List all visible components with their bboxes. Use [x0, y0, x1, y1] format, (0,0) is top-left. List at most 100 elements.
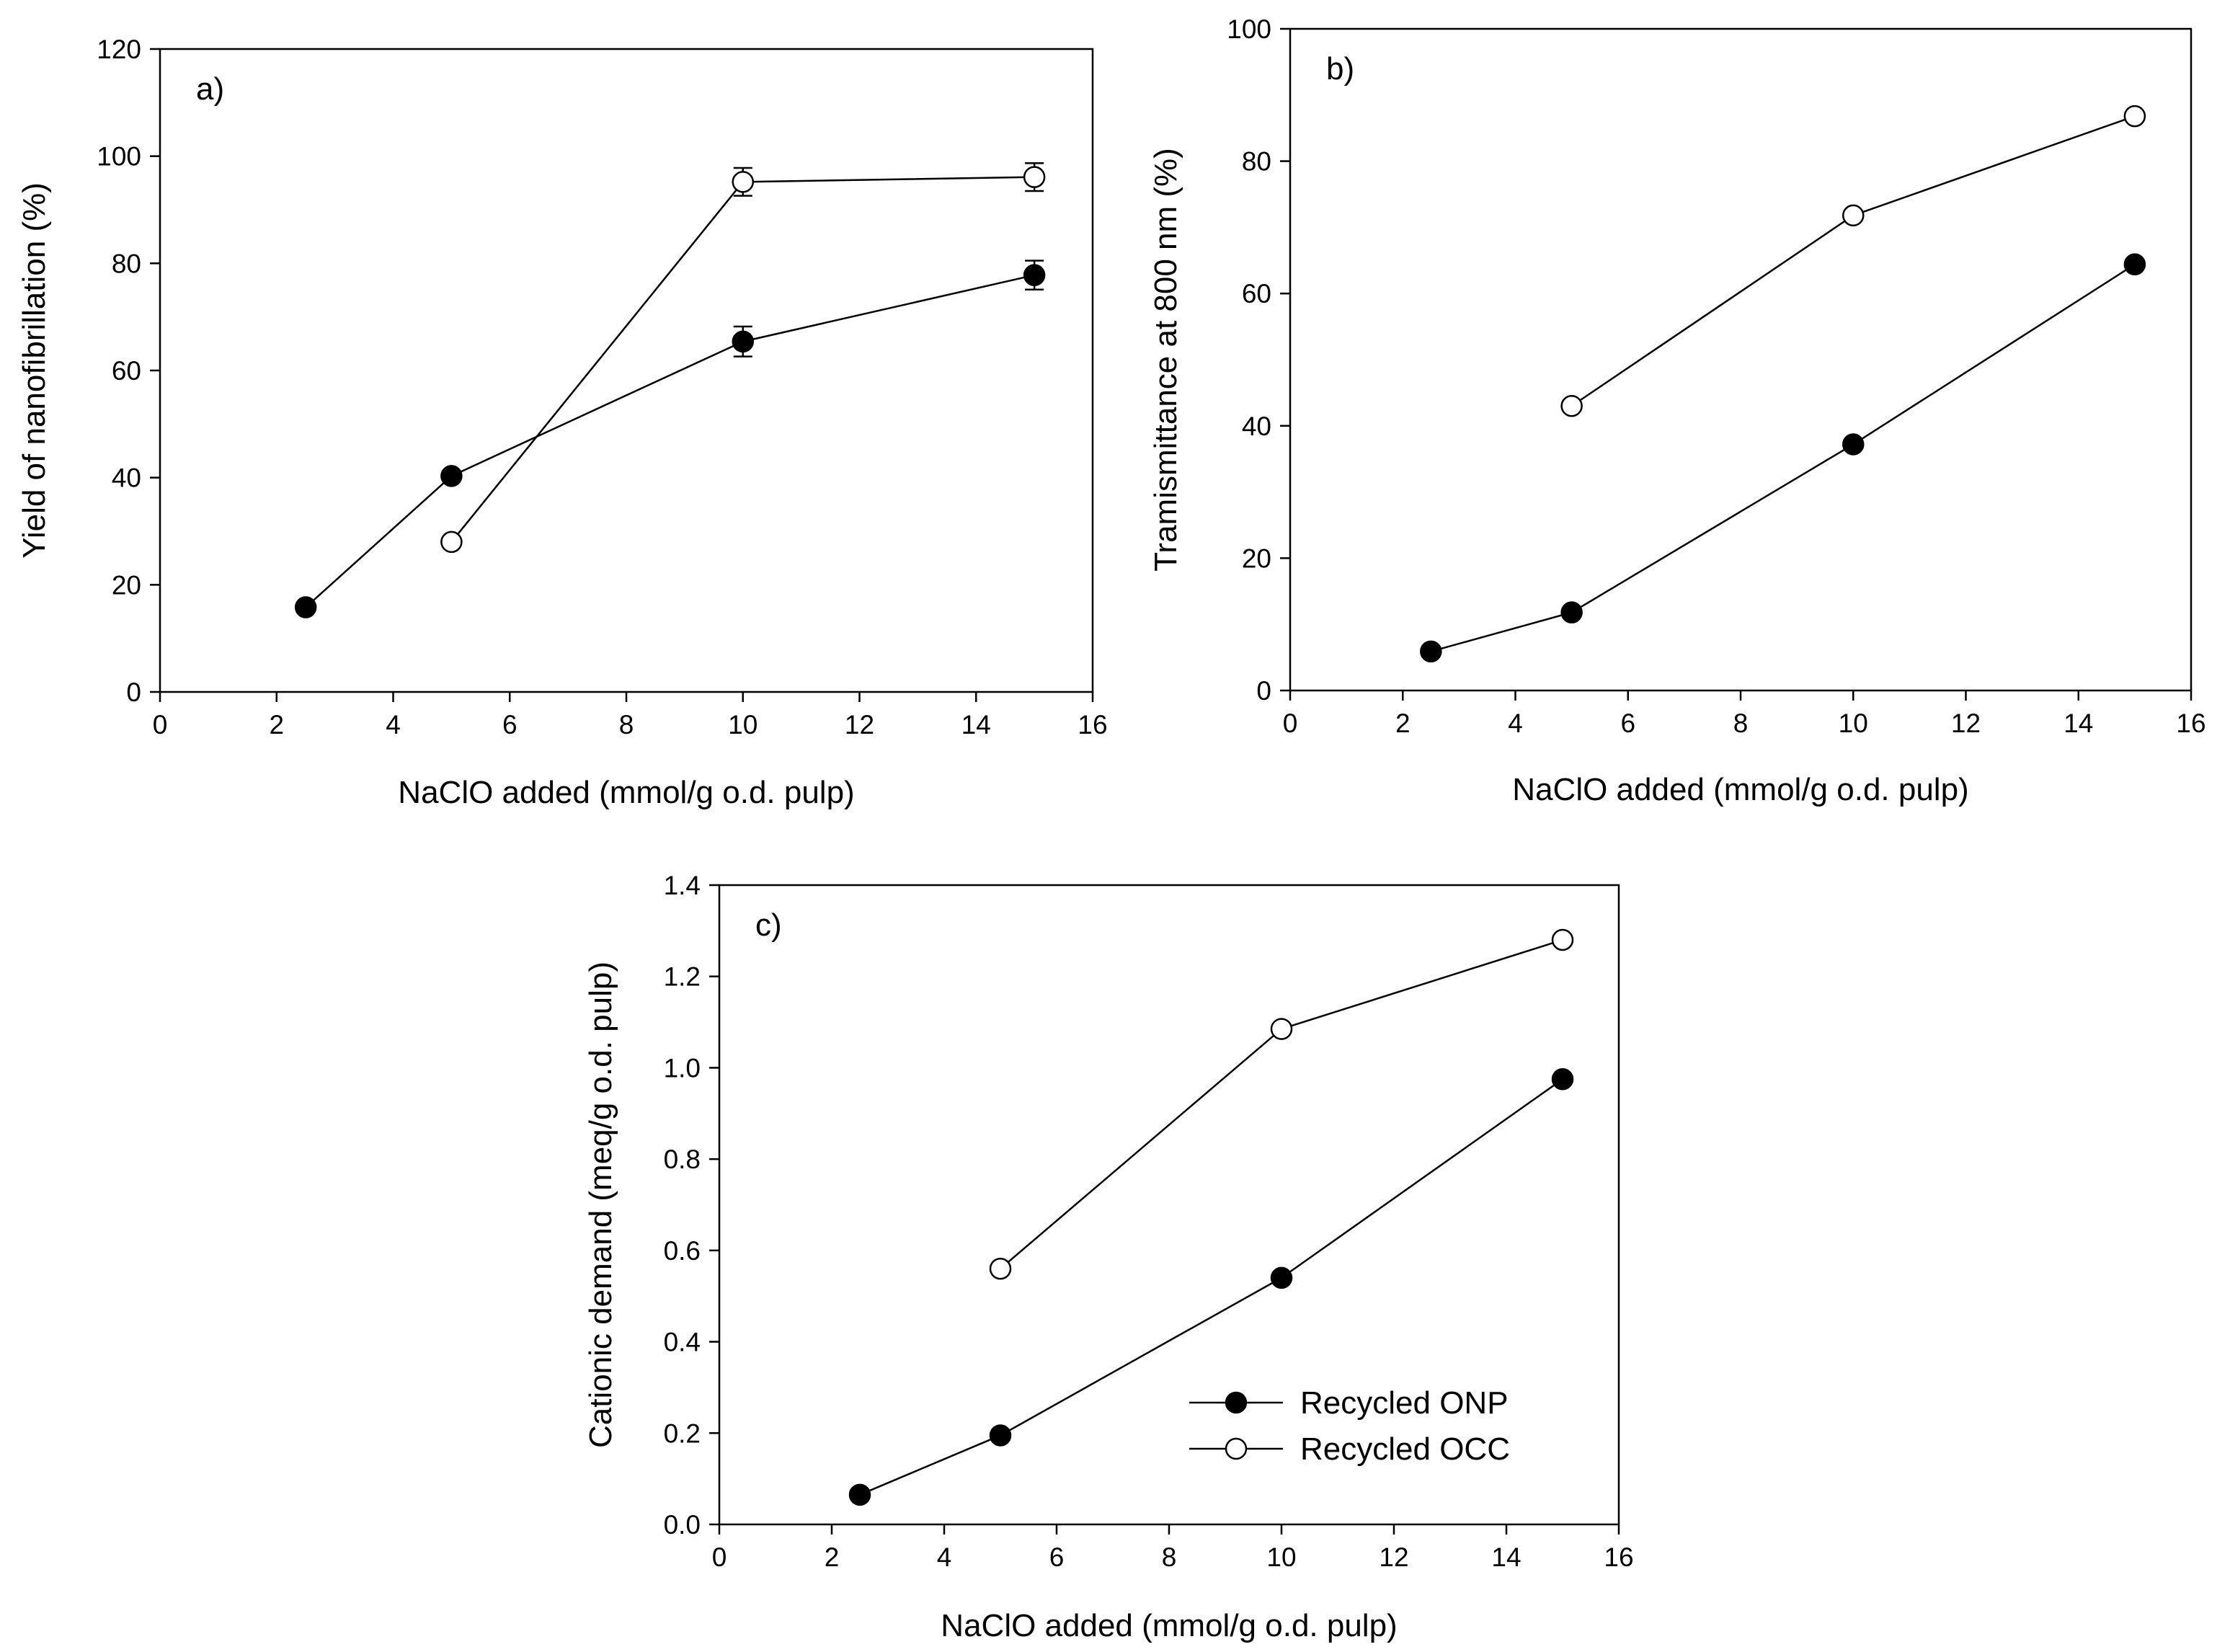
x-tick-label: 6	[1620, 709, 1635, 738]
x-tick-label: 14	[961, 710, 991, 740]
x-tick-label: 6	[502, 710, 517, 740]
data-point-open	[989, 1257, 1012, 1280]
y-tick-label: 20	[112, 570, 141, 600]
y-tick-label: 0.4	[664, 1328, 701, 1357]
y-tick-label: 100	[1227, 14, 1271, 44]
x-tick-label: 14	[2064, 709, 2093, 738]
y-tick-label: 1.4	[664, 871, 701, 900]
legend-label: Recycled ONP	[1300, 1385, 1509, 1421]
data-point-open	[1023, 166, 1046, 188]
x-tick-label: 16	[1604, 1542, 1633, 1572]
y-tick-label: 0.6	[664, 1236, 701, 1266]
y-axis-title: Yield of nanofibrillation (%)	[17, 182, 52, 559]
y-tick-label: 100	[97, 142, 141, 172]
x-tick-label: 2	[1395, 709, 1411, 738]
x-axis-title: NaClO added (mmol/g o.d. pulp)	[398, 775, 854, 810]
y-tick-label: 1.2	[664, 962, 701, 992]
x-tick-label: 2	[269, 710, 284, 740]
x-tick-label: 8	[619, 710, 634, 740]
y-tick-label: 0.0	[664, 1510, 701, 1540]
x-tick-label: 10	[1839, 709, 1868, 738]
data-point-filled	[1420, 640, 1442, 663]
y-tick-label: 0	[126, 678, 141, 707]
data-point-open	[1842, 204, 1865, 227]
x-tick-label: 10	[728, 710, 758, 740]
y-tick-label: 80	[112, 249, 141, 278]
series-onp	[848, 1068, 1574, 1506]
y-tick-label: 40	[1242, 412, 1271, 441]
x-tick-label: 12	[845, 710, 874, 740]
plot-frame	[159, 48, 1094, 693]
y-tick-label: 40	[112, 463, 141, 493]
x-tick-label: 12	[1951, 709, 1981, 738]
x-axis-title: NaClO added (mmol/g o.d. pulp)	[941, 1608, 1397, 1643]
x-tick-label: 0	[1283, 709, 1298, 738]
data-point-open	[1551, 928, 1574, 951]
panel-a: 0 2 4 6 8 10 12 14 16 0 20 40 60 80 100 120 NaClO added …	[17, 35, 1108, 810]
y-tick-label: 0	[1256, 676, 1271, 706]
x-tick-label: 12	[1379, 1542, 1408, 1572]
x-tick-label: 0	[712, 1542, 727, 1572]
legend-label: Recycled OCC	[1300, 1431, 1510, 1467]
plot-frame	[1289, 27, 2193, 692]
x-tick-label: 10	[1266, 1542, 1296, 1572]
data-point-filled	[989, 1424, 1012, 1447]
series-line	[305, 274, 1035, 608]
legend-marker-open	[1225, 1437, 1248, 1460]
data-point-filled	[440, 465, 463, 487]
x-tick-label: 16	[1078, 710, 1107, 740]
data-point-filled	[1270, 1266, 1293, 1289]
x-tick-label: 2	[825, 1542, 840, 1572]
x-tick-label: 8	[1733, 709, 1749, 738]
series-onp	[1420, 253, 2146, 663]
series-line	[1430, 263, 2136, 653]
data-point-filled	[1842, 433, 1865, 456]
series-occ	[1560, 105, 2146, 417]
series-line	[859, 1078, 1563, 1496]
panel-b: 0 2 4 6 8 10 12 14 16 0 20 40 60 80 100 NaClO added (mm…	[1148, 14, 2206, 807]
x-tick-label: 6	[1049, 1542, 1065, 1572]
panel-c: 0 2 4 6 8 10 12 14 16 0.0 0.2 0.4 0.6 0.8 1.0 1.2 1.4 NaC…	[583, 871, 1634, 1643]
x-tick-label: 4	[386, 710, 401, 740]
x-tick-label: 4	[937, 1542, 952, 1572]
y-tick-label: 60	[112, 356, 141, 386]
x-tick-label: 8	[1162, 1542, 1177, 1572]
x-tick-label: 16	[2176, 709, 2205, 738]
series-line	[1571, 115, 2136, 407]
y-axis-title: Cationic demand (meq/g o.d. pulp)	[583, 962, 618, 1448]
data-point-filled	[2123, 253, 2146, 276]
panel-label: c)	[755, 907, 782, 943]
x-tick-label: 14	[1491, 1542, 1521, 1572]
x-tick-label: 0	[153, 710, 168, 740]
series-occ	[989, 928, 1574, 1280]
x-tick-label: 4	[1508, 709, 1523, 738]
series-line	[450, 176, 1035, 543]
legend: Recycled ONP Recycled OCC	[1189, 1385, 1510, 1467]
y-tick-label: 120	[97, 35, 141, 64]
legend-marker-filled	[1225, 1391, 1248, 1414]
y-tick-label: 0.8	[664, 1145, 701, 1174]
data-point-filled	[294, 596, 317, 618]
panel-label: b)	[1326, 51, 1354, 86]
y-tick-label: 80	[1242, 147, 1271, 177]
data-point-filled	[1023, 264, 1046, 286]
data-point-filled	[848, 1483, 871, 1506]
data-point-open	[732, 171, 754, 193]
y-tick-label: 0.2	[664, 1418, 701, 1448]
data-point-filled	[732, 330, 754, 353]
data-point-open	[1270, 1018, 1293, 1040]
y-tick-label: 1.0	[664, 1053, 701, 1083]
series-onp	[294, 259, 1046, 618]
data-point-filled	[1560, 601, 1583, 623]
data-point-open	[2123, 105, 2146, 128]
series-occ	[440, 162, 1046, 554]
y-axis-title: Tramismittance at 800 nm (%)	[1148, 148, 1183, 572]
data-point-open	[1560, 395, 1583, 417]
y-tick-label: 20	[1242, 543, 1271, 573]
data-point-filled	[1551, 1068, 1574, 1091]
plot-frame	[718, 884, 1620, 1526]
panel-label: a)	[196, 71, 224, 107]
data-point-open	[440, 530, 463, 554]
x-axis-title: NaClO added (mmol/g o.d. pulp)	[1512, 772, 1968, 807]
